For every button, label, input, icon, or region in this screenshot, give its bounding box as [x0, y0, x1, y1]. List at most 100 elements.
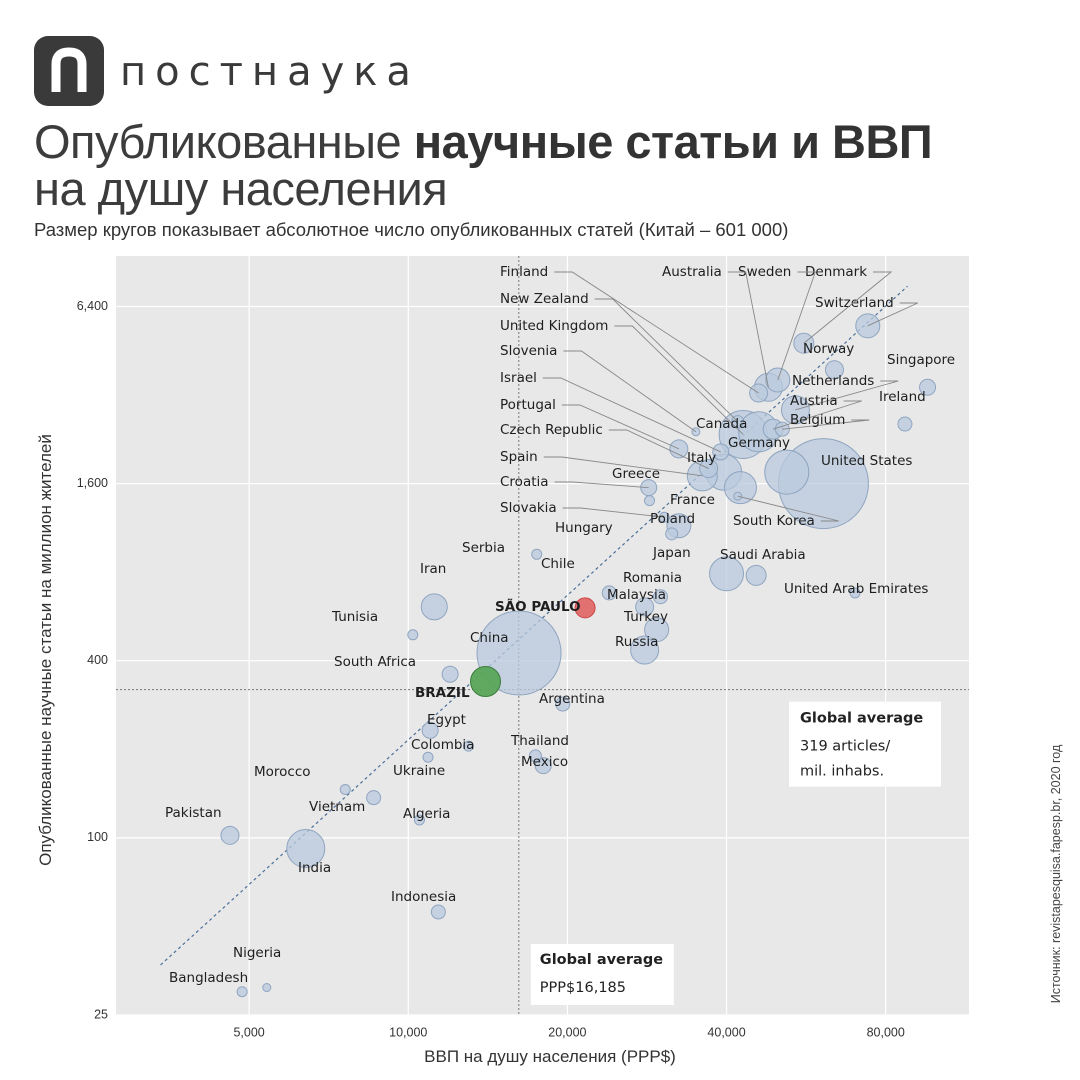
label-singapore: Singapore: [887, 352, 955, 368]
bubble-ukraine: [422, 751, 434, 763]
label-united-states: United States: [821, 453, 912, 469]
global-average-articles-box: [789, 701, 941, 787]
bubble-japan: [709, 556, 745, 592]
leader-line: [782, 419, 870, 430]
bubble-norway: [824, 360, 844, 380]
label-spain: Spain: [500, 449, 538, 465]
leader-line: [594, 298, 739, 422]
label-saudi-arabia: Saudi Arabia: [720, 547, 806, 563]
bubble-singapore: [919, 378, 937, 396]
label-ireland: Ireland: [879, 389, 926, 405]
label-south-korea: South Korea: [733, 513, 815, 529]
bubble-romania: [652, 589, 668, 605]
title-regular: Опубликованные: [34, 115, 414, 168]
x-tick-label: 40,000: [707, 1025, 745, 1039]
bubble-pakistan: [220, 825, 240, 845]
leader-line: [727, 271, 769, 388]
bubble-vietnam: [366, 790, 382, 806]
label-portugal: Portugal: [500, 397, 556, 413]
chart-subtitle: Размер кругов показывает абсолютное числ…: [34, 219, 789, 240]
label-sweden: Sweden: [738, 264, 791, 280]
x-tick-label: 5,000: [233, 1025, 264, 1039]
x-axis-title: ВВП на душу населения (PPP$): [424, 1047, 676, 1066]
y-tick-label: 1,600: [77, 476, 108, 490]
label-nigeria: Nigeria: [233, 945, 281, 961]
label-united-kingdom: United Kingdom: [500, 318, 608, 334]
leader-line: [561, 404, 680, 450]
label-czech-republic: Czech Republic: [500, 422, 603, 438]
brand-logo: [34, 36, 104, 106]
label-denmark: Denmark: [805, 264, 867, 280]
bubble-france: [723, 471, 757, 505]
leader-line: [563, 350, 697, 433]
global-average-gdp-value: PPP$16,185: [540, 980, 626, 996]
label-slovakia: Slovakia: [500, 500, 557, 516]
global-average-articles-value: 319 articles/: [800, 739, 890, 755]
label-brazil: BRAZIL: [415, 685, 470, 701]
global-average-articles-value: mil. inhabs.: [800, 764, 884, 780]
bubble-serbia: [531, 548, 543, 560]
label-thailand: Thailand: [510, 733, 569, 749]
label-japan: Japan: [652, 545, 691, 561]
x-tick-label: 20,000: [548, 1025, 586, 1039]
label-south-africa: South Africa: [334, 654, 416, 670]
logo-p-mark: [51, 47, 87, 92]
label-france: France: [670, 492, 715, 508]
bubble-south-africa: [441, 665, 459, 683]
leader-line: [737, 495, 839, 522]
label-bangladesh: Bangladesh: [169, 970, 248, 986]
label-poland: Poland: [650, 511, 695, 527]
label-turkey: Turkey: [623, 609, 668, 625]
label-austria: Austria: [790, 393, 838, 409]
label-china: China: [470, 630, 509, 646]
bubble-greece: [644, 495, 656, 507]
bubble-russia: [630, 635, 660, 665]
label-india: India: [298, 860, 331, 876]
label-canada: Canada: [696, 416, 747, 432]
label-new-zealand: New Zealand: [500, 291, 589, 307]
leader-line: [554, 481, 649, 489]
bubble-malaysia: [635, 597, 655, 617]
leader-line: [772, 400, 862, 430]
bubble-germany: [764, 449, 810, 495]
x-tick-label: 80,000: [867, 1025, 905, 1039]
leader-line: [543, 456, 703, 477]
brand-name: постнаука: [120, 49, 420, 95]
bubble-saudi-arabia: [745, 564, 767, 586]
bubble-s-o-paulo: [574, 597, 596, 619]
leader-line: [562, 507, 665, 518]
label-ukraine: Ukraine: [393, 763, 445, 779]
bubble-ireland: [897, 416, 913, 432]
label-australia: Australia: [662, 264, 722, 280]
y-tick-label: 100: [87, 830, 108, 844]
bubble-nigeria: [262, 983, 272, 993]
title-bold: научные статьи и ВВП: [413, 115, 933, 168]
label-croatia: Croatia: [500, 474, 549, 490]
label-switzerland: Switzerland: [815, 295, 894, 311]
bubble-mexico: [534, 757, 552, 775]
label-morocco: Morocco: [254, 764, 311, 780]
bubble-bangladesh: [236, 986, 248, 998]
label-serbia: Serbia: [462, 540, 505, 556]
leader-line: [777, 271, 816, 381]
label-romania: Romania: [623, 570, 682, 586]
label-iran: Iran: [420, 561, 446, 577]
label-united-arab-emirates: United Arab Emirates: [784, 581, 928, 597]
bubble-argentina: [555, 696, 571, 712]
bubble-algeria: [413, 814, 425, 826]
y-tick-label: 400: [87, 653, 108, 667]
label-russia: Russia: [615, 634, 658, 650]
label-mexico: Mexico: [521, 754, 568, 770]
label-vietnam: Vietnam: [309, 799, 365, 815]
title-line2: на душу населения: [34, 162, 448, 215]
leader-line: [554, 271, 759, 394]
bubble-morocco: [339, 784, 351, 796]
label-belgium: Belgium: [790, 412, 845, 428]
label-malaysia: Malaysia: [607, 587, 666, 603]
bubble-turkey: [644, 617, 670, 643]
leader-line: [614, 325, 744, 435]
label-algeria: Algeria: [403, 806, 450, 822]
label-finland: Finland: [500, 264, 548, 280]
global-average-gdp-box: [530, 944, 674, 1005]
